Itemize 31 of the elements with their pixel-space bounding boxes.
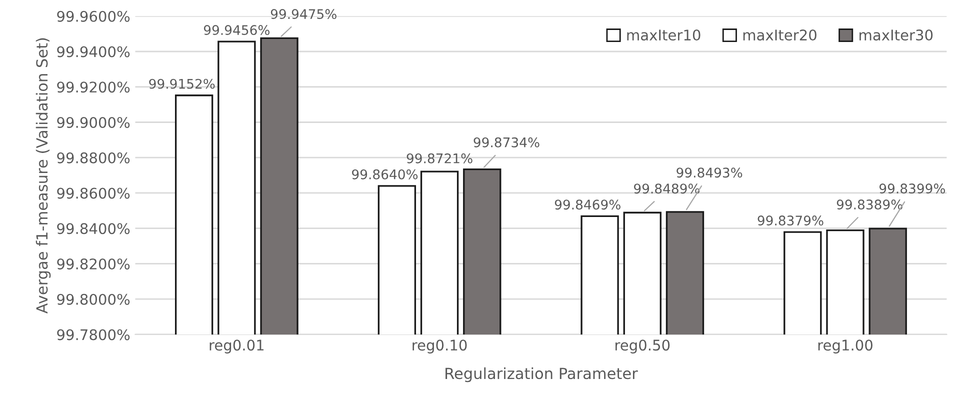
x-tick-label: reg0.01 — [210, 340, 264, 354]
y-tick-label: 99.9400% — [57, 46, 130, 58]
data-label: 99.8389% — [836, 200, 902, 210]
data-label: 99.8640% — [352, 169, 418, 180]
y-tick-label: 99.9000% — [57, 116, 130, 128]
data-label: 99.8734% — [474, 137, 540, 148]
data-label: 99.9475% — [270, 9, 336, 20]
data-label: 99.8493% — [676, 168, 742, 178]
x-tick-label: reg1.00 — [818, 340, 872, 354]
y-tick-label: 99.8000% — [57, 294, 130, 305]
y-tick-label: 99.8200% — [57, 258, 130, 270]
x-axis-title: Regularization Parameter — [446, 367, 638, 382]
legend-label: maxIter20 — [743, 30, 816, 41]
data-label: 99.8379% — [758, 216, 824, 226]
data-label: 99.8489% — [634, 184, 700, 194]
data-label: 99.8469% — [554, 200, 620, 210]
y-axis-title: Avergae f1-measure (Validation Set) — [36, 38, 51, 314]
y-tick-label: 99.7800% — [57, 329, 130, 340]
y-tick-label: 99.9200% — [57, 82, 130, 93]
x-tick-label: reg0.10 — [412, 340, 467, 354]
y-tick-label: 99.8400% — [57, 223, 130, 234]
data-label: 99.8399% — [879, 184, 946, 194]
legend-label: maxIter30 — [860, 30, 933, 41]
data-label: 99.9152% — [149, 78, 215, 89]
data-label: 99.8721% — [406, 153, 472, 164]
y-tick-label: 99.9600% — [57, 10, 130, 22]
y-tick-label: 99.8600% — [57, 188, 130, 199]
y-tick-label: 99.8800% — [57, 152, 130, 164]
data-label: 99.9456% — [204, 25, 270, 36]
x-tick-label: reg0.50 — [616, 340, 670, 354]
legend-label: maxIter10 — [627, 30, 700, 41]
